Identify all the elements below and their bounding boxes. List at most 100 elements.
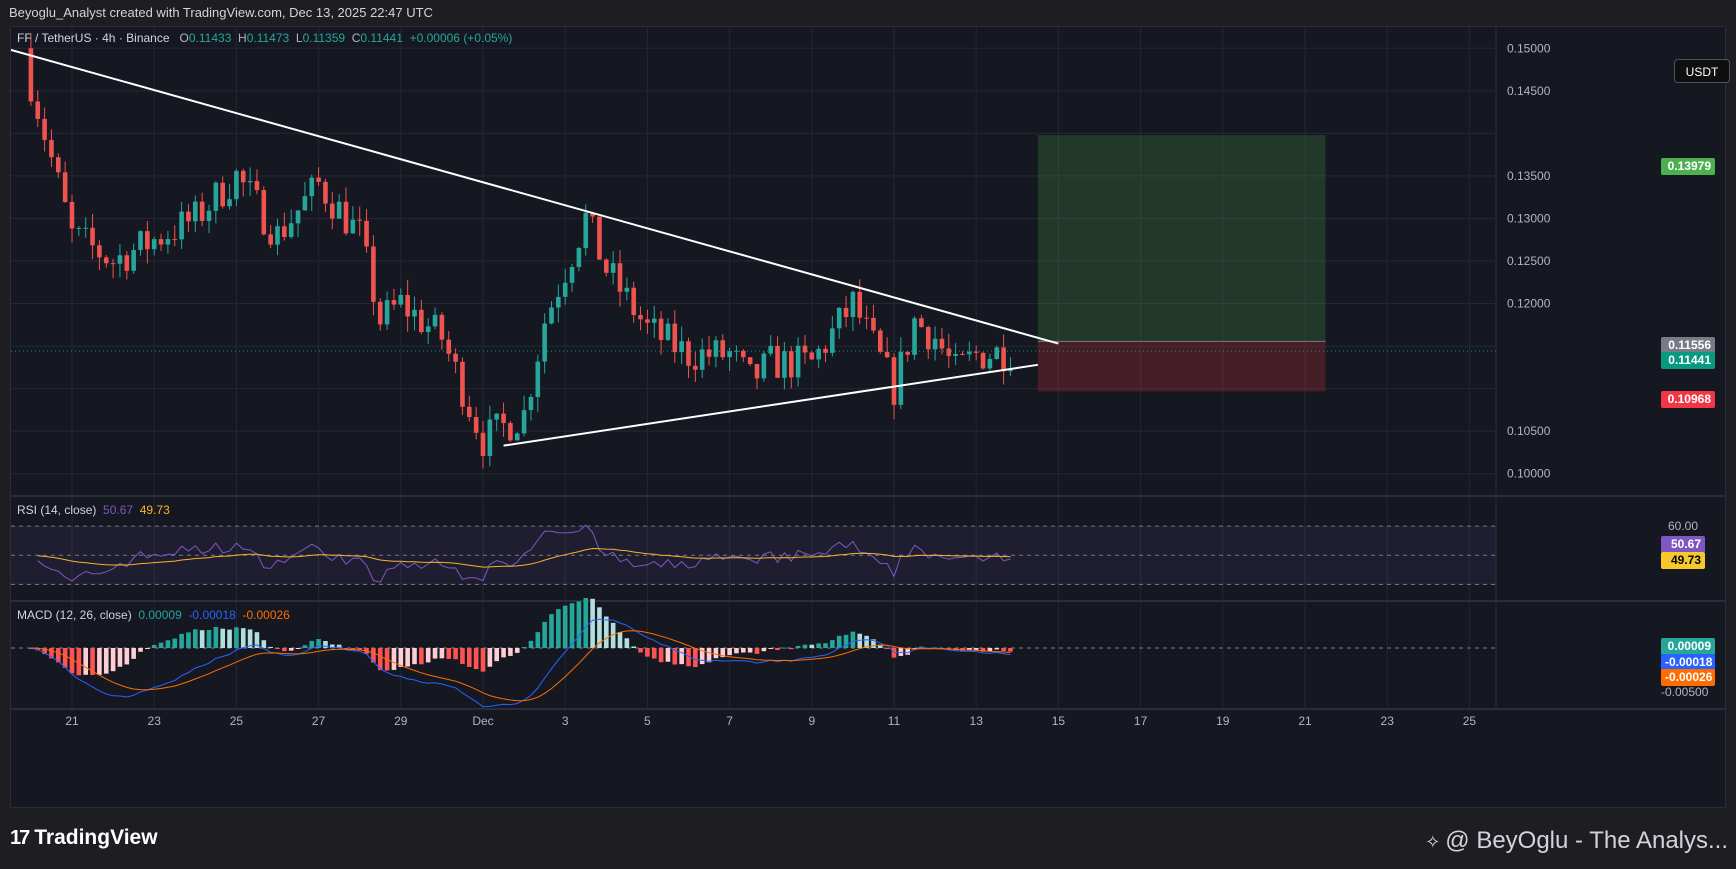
rsi-label[interactable]: RSI (14, close) xyxy=(17,503,97,517)
candle-up xyxy=(610,263,616,273)
macd-hist-bar xyxy=(131,648,136,659)
y-tick-label: 0.13500 xyxy=(1507,169,1551,183)
candle-up xyxy=(734,350,739,352)
macd-hist-bar xyxy=(487,648,493,667)
macd-hist-bar xyxy=(576,601,582,648)
candle-up xyxy=(151,239,157,250)
macd-hist-bar xyxy=(542,621,547,648)
macd-hist-bar xyxy=(138,648,143,652)
candle-up xyxy=(165,239,171,245)
y-tick-label: 0.10000 xyxy=(1507,467,1551,481)
close-value: 0.11441 xyxy=(360,31,403,45)
candle-down xyxy=(186,211,191,222)
macd-label[interactable]: MACD (12, 26, close) xyxy=(17,608,132,622)
macd-hist-bar xyxy=(782,647,787,649)
tradingview-logo[interactable]: 17 TradingView xyxy=(10,826,158,850)
x-tick-label: 29 xyxy=(394,714,408,728)
candle-up xyxy=(576,248,582,267)
macd-hist-bar xyxy=(247,629,253,648)
candle-up xyxy=(535,361,541,397)
macd-hist-bar xyxy=(836,635,842,648)
symbol-label[interactable]: FF / TetherUS · 4h · Binance xyxy=(17,31,170,45)
macd-hist-bar xyxy=(665,648,671,662)
candle-down xyxy=(960,353,965,355)
candle-down xyxy=(28,48,34,102)
x-tick-label: 13 xyxy=(970,714,984,728)
macd-hist-bar xyxy=(569,603,575,648)
macd-hist-bar xyxy=(699,648,705,665)
macd-hist-bar xyxy=(467,648,472,667)
macd-hist-bar xyxy=(980,648,986,652)
chart-canvas[interactable]: 0.15000 0.14500 0.13500 0.13000 0.12500 0.120… xyxy=(11,27,1725,807)
currency-button[interactable]: USDT xyxy=(1674,59,1730,83)
candle-up xyxy=(432,314,438,327)
macd-hist-bar xyxy=(42,648,47,655)
chart-caption: Beyoglu_Analyst created with TradingView… xyxy=(9,5,433,20)
candle-down xyxy=(925,326,931,350)
macd-hist-bar xyxy=(282,648,287,652)
macd-hist-bar xyxy=(905,648,910,655)
macd-hist-bar xyxy=(508,648,513,656)
position-target-zone xyxy=(1037,135,1326,342)
x-tick-label: 11 xyxy=(888,714,901,728)
macd-hist-bar xyxy=(556,609,561,648)
rsi-ma-tag: 49.73 xyxy=(1661,552,1705,569)
macd-hist-bar xyxy=(446,648,452,659)
candle-down xyxy=(946,348,952,356)
rsi-value: 50.67 xyxy=(103,503,134,517)
macd-signal-tag: -0.00026 xyxy=(1661,669,1715,686)
candle-up xyxy=(830,328,835,353)
macd-hist-bar xyxy=(706,648,712,663)
y-tick-label: 0.12500 xyxy=(1507,254,1551,268)
candle-up xyxy=(713,340,719,357)
candle-down xyxy=(330,203,335,219)
macd-hist-bar xyxy=(110,648,116,672)
descending-resistance-trendline xyxy=(11,48,1059,345)
macd-hist-bar xyxy=(199,630,205,648)
macd-hist-bar xyxy=(884,648,890,650)
macd-histogram xyxy=(28,597,1013,676)
x-tick-label: 23 xyxy=(148,714,162,728)
tradingview-logo-icon: 17 xyxy=(10,827,30,849)
candle-up xyxy=(275,226,280,245)
low-key: L xyxy=(295,31,303,45)
candle-down xyxy=(617,263,623,292)
rsi-band xyxy=(11,526,1496,585)
macd-hist-bar xyxy=(193,629,198,648)
macd-hist-bar xyxy=(62,648,68,668)
macd-hist-bar xyxy=(288,648,294,651)
macd-hist-bar xyxy=(213,626,219,648)
macd-hist-bar xyxy=(412,648,417,665)
candle-up xyxy=(782,351,787,378)
macd-hist-bar xyxy=(672,648,678,665)
candle-down xyxy=(658,318,664,340)
y-tick-label: 0.10500 xyxy=(1507,424,1551,438)
candle-up xyxy=(583,212,589,249)
x-tick-label: 17 xyxy=(1134,714,1148,728)
candle-down xyxy=(597,216,602,260)
macd-hist-bar xyxy=(651,648,657,659)
candle-down xyxy=(754,364,760,379)
candle-down xyxy=(590,212,595,217)
candle-up xyxy=(953,353,958,356)
stop-price-tag: 0.10968 xyxy=(1661,391,1715,408)
macd-hist-bar xyxy=(309,640,315,648)
x-tick-label: 25 xyxy=(230,714,244,728)
macd-legend: MACD (12, 26, close) 0.00009 -0.00018 -0… xyxy=(17,608,290,622)
rsi-line xyxy=(37,524,1011,583)
macd-hist-bar xyxy=(234,627,239,648)
x-tick-label: 9 xyxy=(808,714,815,728)
chart-frame[interactable]: 0.15000 0.14500 0.13500 0.13000 0.12500 0.120… xyxy=(10,26,1730,808)
macd-hist-bar xyxy=(69,648,75,674)
candle-down xyxy=(802,345,808,353)
candle-up xyxy=(412,309,417,317)
macd-hist-bar xyxy=(316,639,321,648)
macd-hist-bar xyxy=(693,648,698,668)
candle-up xyxy=(213,182,219,211)
candle-down xyxy=(110,263,116,265)
grid-lines xyxy=(11,27,1496,709)
macd-hist-bar xyxy=(419,648,424,665)
macd-hist-bar xyxy=(631,646,636,648)
macd-hist-bar xyxy=(891,648,897,658)
macd-line-value: -0.00018 xyxy=(188,608,236,622)
